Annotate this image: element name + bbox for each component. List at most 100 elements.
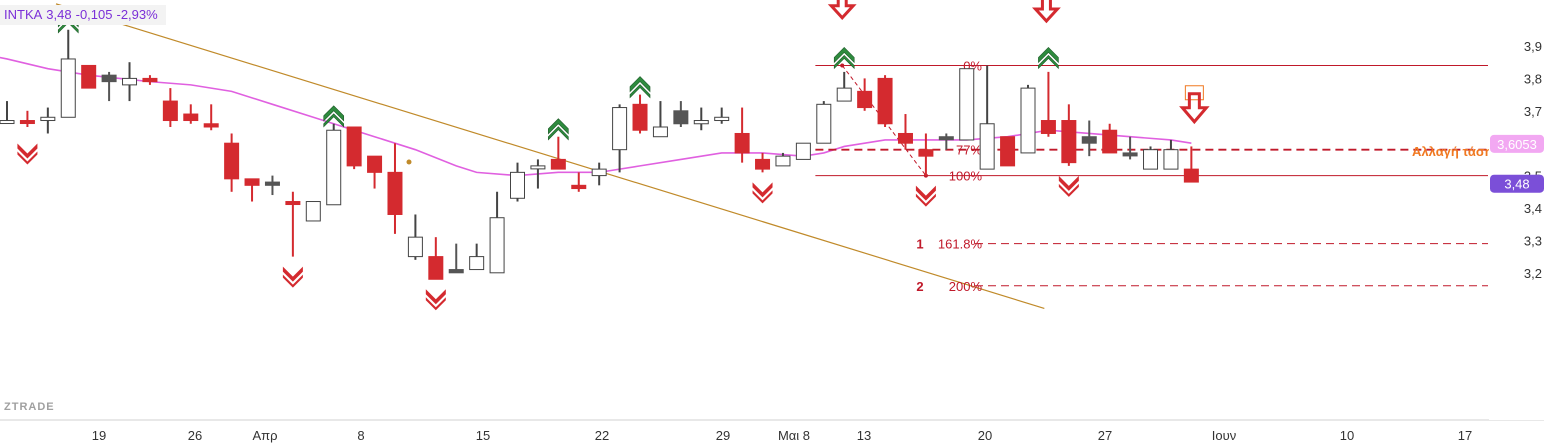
trendline-line <box>55 3 1045 310</box>
candle-body <box>1040 120 1056 134</box>
x-tick-label: Μαι 8 <box>778 428 810 443</box>
buy-signal-icon <box>833 47 855 70</box>
candles <box>0 29 1199 280</box>
candle-body <box>0 120 15 125</box>
candle-body <box>693 120 709 125</box>
y-axis-panel <box>1489 0 1544 420</box>
y-tick-label: 3,7 <box>1524 104 1542 119</box>
candle-body <box>183 113 199 122</box>
candle-body <box>591 168 607 177</box>
candle-body <box>469 256 485 271</box>
trendline-anchor <box>406 159 412 165</box>
candle-body <box>244 178 260 186</box>
trendline <box>55 3 1045 310</box>
candle-body <box>142 77 158 83</box>
candle-body <box>264 181 280 186</box>
candle-body <box>387 171 403 215</box>
x-tick-label: 10 <box>1340 428 1354 443</box>
candle-body <box>101 74 117 83</box>
candle-body <box>448 269 464 274</box>
buy-signal-icon <box>629 76 651 99</box>
candle-body <box>19 120 35 125</box>
candle-body <box>550 158 566 170</box>
candle-body <box>612 107 628 151</box>
y-tick-label: 3,4 <box>1524 201 1542 216</box>
candle-body <box>162 100 178 122</box>
candle-body <box>755 158 771 170</box>
buy-signal-icon <box>548 118 569 141</box>
y-tick-label: 3,2 <box>1524 266 1542 281</box>
x-tick-label: Ιουν <box>1212 428 1236 443</box>
candle-body <box>285 201 301 206</box>
last-price-label: 3,48 <box>1504 177 1529 192</box>
ticker-header: INTKA 3,48 -0,105 -2,93% <box>0 5 166 25</box>
x-tick-label: 20 <box>978 428 992 443</box>
candle-body <box>775 155 791 167</box>
candle-body <box>1163 149 1179 170</box>
candle-body <box>1081 136 1097 144</box>
x-tick-label: 27 <box>1098 428 1112 443</box>
ma-price-label: 3,6053 <box>1497 137 1537 152</box>
change-arrow-box <box>1184 85 1204 101</box>
x-tick-label: 15 <box>476 428 490 443</box>
candle-body <box>652 126 668 138</box>
sell-signal-icon <box>17 143 38 165</box>
candle-body <box>326 129 342 206</box>
candle-body <box>1000 136 1016 167</box>
candle-body <box>918 149 934 157</box>
candle-body <box>1102 129 1118 154</box>
x-tick-label: Απρ <box>252 428 277 443</box>
trend-change-annotation: Αλλαγή τάσης <box>1412 144 1500 159</box>
y-tick-label: 3,8 <box>1524 71 1542 86</box>
sell-signal-icon <box>282 266 303 288</box>
fib-extension-number: 1 <box>916 237 923 252</box>
candle-body <box>734 132 750 154</box>
ticker-symbol: INTKA <box>4 7 43 22</box>
down-arrow-icon <box>1032 0 1061 24</box>
candle-body <box>224 142 240 180</box>
ticker-last: 3,48 <box>46 7 72 22</box>
ticker-change: -0,105 <box>75 7 113 22</box>
sell-signal-icon <box>1058 175 1079 197</box>
candle-body <box>122 77 138 86</box>
candle-body <box>1143 149 1159 170</box>
candle-body <box>60 58 76 118</box>
candle-body <box>346 126 362 167</box>
x-tick-label: 29 <box>716 428 730 443</box>
buy-signal-icon <box>1038 47 1059 70</box>
signals: Αλλαγή τάσης <box>17 0 1500 311</box>
candle-body <box>81 64 97 89</box>
x-tick-label: 8 <box>357 428 364 443</box>
sell-signal-icon <box>425 289 446 311</box>
x-tick-label: 19 <box>92 428 106 443</box>
fib-swing-start <box>840 63 845 68</box>
fib-level-label: 200% <box>949 279 983 294</box>
trend-change-arrow-icon <box>1179 92 1210 125</box>
x-tick-label: 26 <box>188 428 202 443</box>
candle-body <box>203 123 219 128</box>
candle-body <box>1020 87 1036 154</box>
x-tick-label: 13 <box>857 428 871 443</box>
candle-body <box>795 142 811 160</box>
candle-body <box>632 103 648 131</box>
candle-body <box>816 103 832 144</box>
sell-signal-icon <box>915 185 936 207</box>
candle-body <box>1183 168 1199 183</box>
down-arrow-icon <box>827 0 857 21</box>
watermark: ZTRADE <box>4 401 55 413</box>
last-price-label-bg <box>1490 174 1544 193</box>
candle-body <box>938 136 954 141</box>
candle-body <box>571 184 587 190</box>
candle-body <box>877 77 893 125</box>
fib-level-label: 77% <box>956 143 982 158</box>
buy-signal-icon <box>323 105 345 128</box>
fib-level-label: 161.8% <box>938 237 983 252</box>
candle-body <box>489 217 505 274</box>
fib-extension-number: 2 <box>916 279 923 294</box>
candle-body <box>714 116 730 122</box>
candle-body <box>305 201 321 222</box>
ticker-change-pct: -2,93% <box>116 7 158 22</box>
